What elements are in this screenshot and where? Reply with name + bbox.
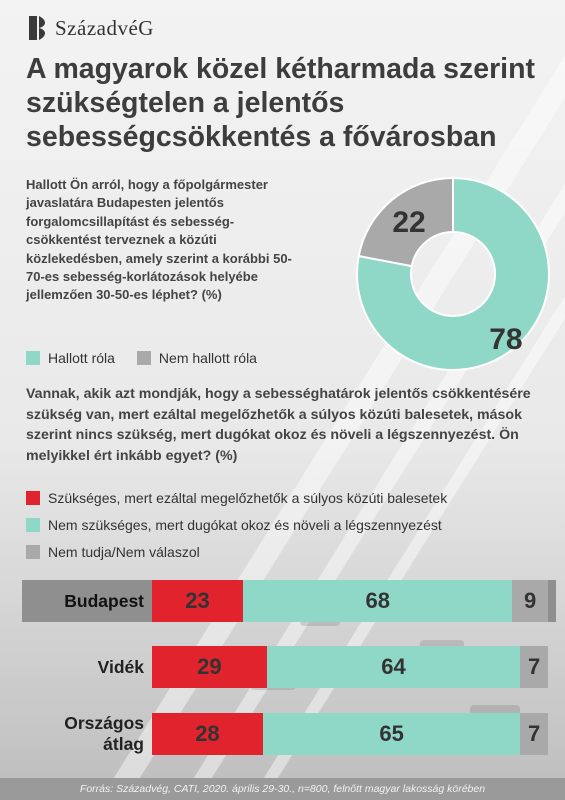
bar-category-label: Országos átlag (64, 713, 144, 754)
donut-legend: Hallott róla Nem hallott róla (26, 350, 279, 366)
bar-legend: Szükséges, mert ezáltal megelőzhetők a s… (26, 484, 447, 565)
source-note: Forrás: Századvég, CATI, 2020. április 2… (0, 778, 565, 800)
legend-swatch-gray (26, 544, 40, 559)
legend-item-dont-know: Nem tudja/Nem válaszol (26, 538, 447, 565)
donut-label-heard: 78 (489, 323, 522, 356)
bar-stack: 23 68 9 (152, 580, 548, 622)
bar-segment-2: 7 (520, 713, 548, 755)
bar-segment-1: 65 (262, 713, 521, 755)
bar-segment-2: 7 (520, 646, 548, 688)
legend-swatch-gray (136, 351, 151, 365)
donut-slice-not-heard (357, 176, 454, 268)
page-title: A magyarok közel kétharmada szerint szük… (26, 53, 535, 153)
question-1-text: Hallott Ön arról, hogy a főpolgármester … (26, 177, 292, 303)
legend-label: Nem szükséges, mert dugókat okoz és növe… (48, 516, 442, 533)
legend-swatch-teal (26, 351, 40, 365)
brand-logo: SzázadvéG (27, 14, 154, 42)
legend-label: Szükséges, mert ezáltal megelőzhetők a s… (48, 489, 448, 506)
question-2-text: Vannak, akik azt mondják, hogy a sebessé… (26, 386, 531, 464)
donut-label-not-heard: 22 (392, 206, 425, 239)
bar-category-label: Vidék (97, 656, 144, 677)
legend-swatch-teal (26, 517, 40, 532)
legend-item-heard: Hallott róla (26, 350, 115, 366)
bar-segment-0: 29 (152, 646, 267, 688)
brand-emblem-icon (29, 16, 45, 40)
bar-segment-0: 28 (152, 713, 263, 755)
legend-item-not-heard: Nem hallott róla (136, 350, 257, 366)
brand-name: SzázadvéG (55, 15, 154, 40)
legend-label: Nem tudja/Nem válaszol (48, 543, 200, 560)
legend-swatch-red (26, 490, 40, 505)
bar-row-1: Vidék 29 64 7 (22, 646, 556, 688)
bar-segment-2: 9 (512, 580, 548, 622)
bar-stack: 28 65 7 (152, 713, 548, 755)
bar-segment-1: 64 (266, 646, 521, 688)
legend-item-not-necessary: Nem szükséges, mert dugókat okoz és növe… (26, 511, 447, 538)
bar-category-label: Budapest (64, 590, 144, 611)
bar-row-0: Budapest 23 68 9 (22, 580, 556, 622)
bar-stack: 29 64 7 (152, 646, 548, 688)
legend-label: Nem hallott róla (158, 350, 257, 366)
bar-row-2: Országos átlag 28 65 7 (22, 713, 556, 755)
legend-label: Hallott róla (48, 350, 115, 366)
bar-segment-0: 23 (152, 580, 244, 622)
legend-item-necessary: Szükséges, mert ezáltal megelőzhetők a s… (26, 484, 447, 511)
bar-segment-1: 68 (243, 580, 513, 622)
donut-slice-heard (356, 176, 550, 371)
awareness-donut-chart: 78 22 (356, 176, 550, 371)
